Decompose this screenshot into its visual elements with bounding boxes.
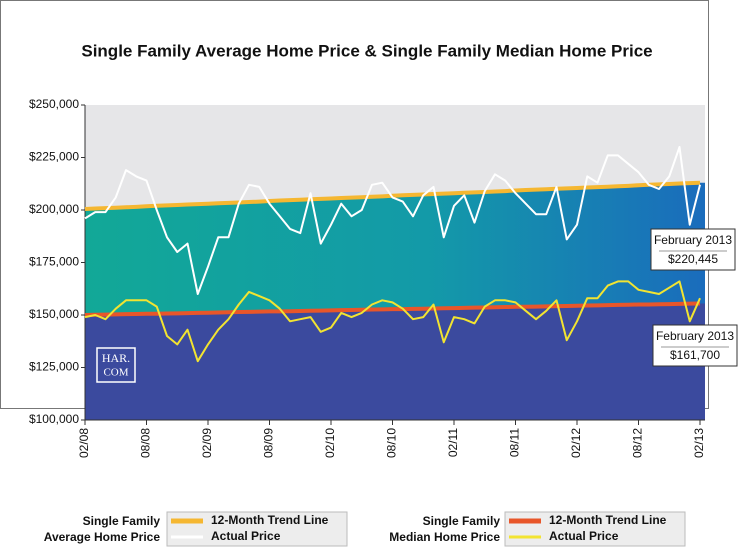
callout-title: February 2013 [654,233,732,247]
y-tick-label: $175,000 [29,255,79,269]
area-fill [85,182,705,315]
logo-box [96,347,136,383]
x-tick-label: 02/13 [692,428,706,458]
legend-group-title: Single Family [83,514,161,528]
chart-title: Single Family Average Home Price & Singl… [81,41,652,60]
series-line [84,301,701,317]
callout-box [650,228,736,271]
x-tick-label: 02/10 [323,428,337,458]
y-tick-label: $225,000 [29,150,79,164]
legend-label: Actual Price [549,529,619,543]
y-tick-label: $200,000 [29,202,79,216]
x-tick-label: 02/11 [446,428,460,457]
x-tick-label: 08/10 [385,428,399,458]
legend-group-title: Average Home Price [44,530,161,544]
legend-group-title: Median Home Price [389,530,500,544]
callout-box [652,324,738,367]
legend-label: Actual Price [211,529,281,543]
legend-box [504,511,686,547]
x-tick-label: 02/09 [200,428,214,458]
x-tick-label: 08/12 [631,428,645,458]
callout-value: $220,445 [668,252,718,266]
y-tick-label: $250,000 [29,97,79,111]
x-tick-label: 02/12 [569,428,583,458]
x-tick-label: 08/11 [508,428,522,457]
y-tick-label: $100,000 [29,412,79,426]
logo: HAR. COM [96,347,136,383]
x-tick-label: 02/08 [77,428,91,458]
callout-value: $161,700 [670,348,720,362]
y-tick-label: $125,000 [29,360,79,374]
x-tick-label: 08/08 [139,428,153,458]
y-tick-label: $150,000 [29,307,79,321]
logo-text: HAR. [102,351,130,365]
callout-title: February 2013 [656,329,734,343]
area-fill [85,303,705,420]
legend-group-title: Single Family [423,514,501,528]
series-line [84,146,701,295]
legend-label: 12-Month Trend Line [549,513,667,527]
logo-text: COM [103,367,128,379]
series-line [84,280,701,363]
legend-label: 12-Month Trend Line [211,513,329,527]
legend-box [166,511,348,547]
x-tick-label: 08/09 [262,428,276,458]
